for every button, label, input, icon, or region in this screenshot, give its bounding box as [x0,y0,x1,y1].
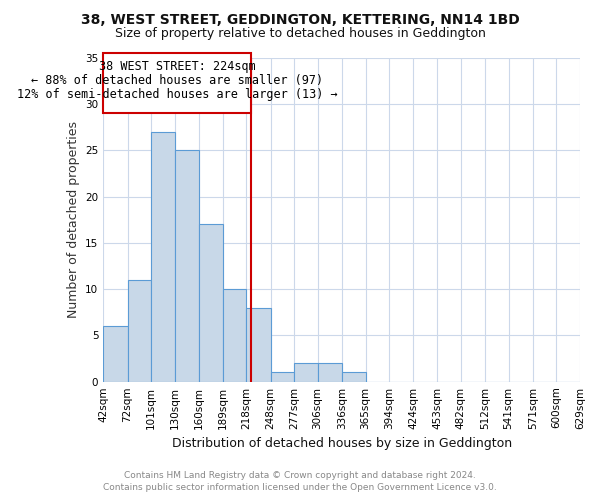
Text: 12% of semi-detached houses are larger (13) →: 12% of semi-detached houses are larger (… [17,88,337,101]
Text: ← 88% of detached houses are smaller (97): ← 88% of detached houses are smaller (97… [31,74,323,86]
Bar [128,280,151,382]
X-axis label: Distribution of detached houses by size in Geddington: Distribution of detached houses by size … [172,437,512,450]
Bar [317,363,342,382]
Bar [103,54,251,114]
Bar [246,308,271,382]
Bar [199,224,223,382]
Bar [103,326,128,382]
Bar [342,372,365,382]
Y-axis label: Number of detached properties: Number of detached properties [67,122,80,318]
Bar [151,132,175,382]
Bar [294,363,317,382]
Text: Size of property relative to detached houses in Geddington: Size of property relative to detached ho… [115,28,485,40]
Bar [175,150,199,382]
Bar [271,372,294,382]
Text: Contains HM Land Registry data © Crown copyright and database right 2024.
Contai: Contains HM Land Registry data © Crown c… [103,471,497,492]
Bar [223,289,246,382]
Text: 38, WEST STREET, GEDDINGTON, KETTERING, NN14 1BD: 38, WEST STREET, GEDDINGTON, KETTERING, … [80,12,520,26]
Text: 38 WEST STREET: 224sqm: 38 WEST STREET: 224sqm [99,60,256,73]
